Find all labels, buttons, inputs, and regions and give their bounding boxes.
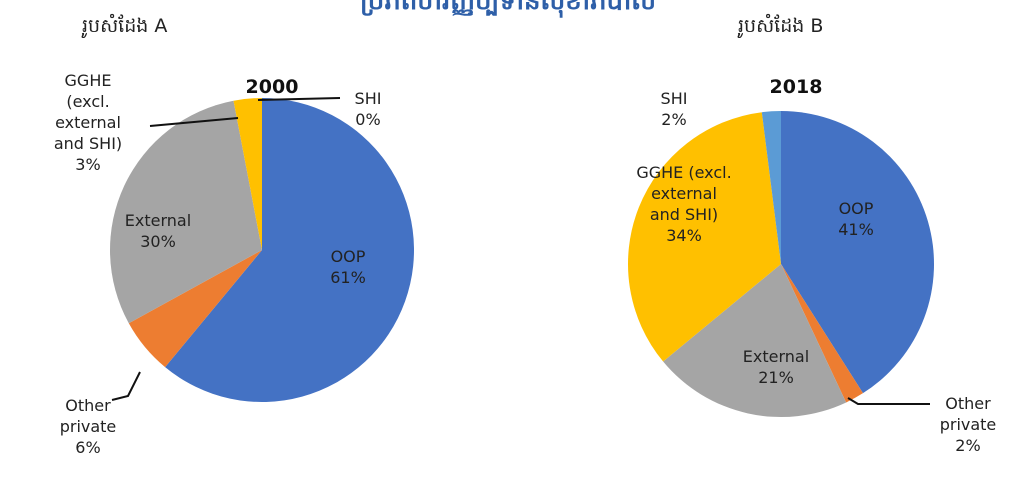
slice-name: OOP	[330, 247, 366, 266]
slice-label: OOP 41%	[816, 198, 896, 240]
slice-label: Other private 2%	[928, 393, 1008, 456]
slice-value-label: 6%	[75, 438, 101, 457]
pie-slice	[761, 111, 781, 264]
pie-slice	[627, 112, 781, 362]
leader-line	[847, 397, 930, 405]
slice-label: SHI 0%	[343, 88, 393, 130]
slice-value-label: 0%	[355, 110, 381, 129]
slice-label: Other private 6%	[43, 395, 133, 458]
slice-value-label: 21%	[758, 368, 794, 387]
leader-line	[149, 117, 239, 127]
slice-label: SHI 2%	[649, 88, 699, 130]
slice-name: GGHE (excl. external and SHI)	[53, 71, 123, 153]
slice-label: GGHE (excl. external and SHI) 34%	[634, 162, 734, 246]
chart-subtitle: រូបសំដែង A	[82, 15, 168, 37]
slice-value-label: 34%	[666, 226, 702, 245]
chart-title: 2000	[245, 76, 299, 98]
pie-slice	[781, 264, 863, 403]
slice-name: External	[124, 211, 192, 230]
pie-slice	[233, 98, 262, 250]
chart-title: 2018	[769, 76, 823, 98]
leader-line	[257, 97, 341, 101]
pie-slice	[165, 98, 414, 402]
slice-name: SHI	[354, 89, 382, 108]
pie-slice	[781, 111, 934, 394]
slice-label: External 21%	[731, 346, 821, 388]
slice-name: Other private	[59, 396, 117, 436]
slice-label: OOP 61%	[308, 246, 388, 288]
pie-slice	[663, 264, 847, 417]
slice-value-label: 41%	[838, 220, 874, 239]
slice-value-label: 2%	[955, 436, 981, 455]
slice-name: OOP	[838, 199, 874, 218]
slice-value-label: 2%	[661, 110, 687, 129]
leader-line	[111, 371, 141, 401]
page-title: ប្រភពហិរញ្ញប្បទានសុខាភិបាល	[359, 0, 657, 16]
pie-slice	[128, 250, 262, 368]
slice-value-label: 30%	[140, 232, 176, 251]
pie-slice	[110, 100, 262, 324]
chart-subtitle: រូបសំដែង B	[738, 15, 824, 37]
slice-name: External	[742, 347, 810, 366]
slice-name: SHI	[660, 89, 688, 108]
slice-label: GGHE (excl. external and SHI) 3%	[43, 70, 133, 175]
slice-value-label: 61%	[330, 268, 366, 287]
slice-name: Other private	[939, 394, 997, 434]
slice-name: GGHE (excl. external and SHI)	[636, 163, 732, 224]
slice-label: External 30%	[113, 210, 203, 252]
slice-value-label: 3%	[75, 155, 101, 174]
